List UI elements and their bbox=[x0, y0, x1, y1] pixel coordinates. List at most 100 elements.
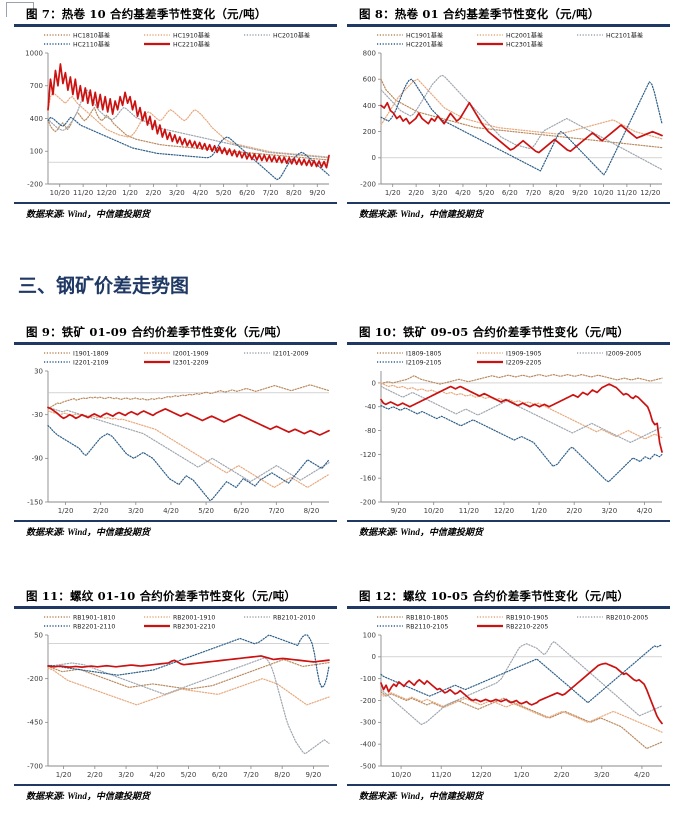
svg-text:9/20: 9/20 bbox=[306, 771, 322, 779]
svg-text:4/20: 4/20 bbox=[192, 189, 208, 197]
svg-text:4/20: 4/20 bbox=[634, 771, 650, 779]
svg-text:-200: -200 bbox=[27, 180, 43, 188]
figure-chart-10: -200 -160 -120 -80 -40 0 9/20 10/20 11/20 12/20 1/… bbox=[347, 344, 670, 520]
svg-text:-400: -400 bbox=[360, 740, 376, 748]
svg-text:11/20: 11/20 bbox=[617, 189, 637, 197]
svg-text:RB2001-1910: RB2001-1910 bbox=[173, 614, 215, 621]
svg-text:I1901-1809: I1901-1809 bbox=[73, 350, 109, 357]
svg-text:HC2101基差: HC2101基差 bbox=[606, 31, 643, 39]
svg-text:-160: -160 bbox=[360, 474, 376, 482]
svg-text:11/20: 11/20 bbox=[73, 189, 93, 197]
svg-text:8/20: 8/20 bbox=[304, 507, 320, 515]
svg-text:-100: -100 bbox=[360, 675, 376, 683]
svg-text:RB1901-1810: RB1901-1810 bbox=[73, 614, 115, 621]
svg-text:I2109-2105: I2109-2105 bbox=[406, 359, 442, 366]
figure-rule-12 bbox=[347, 606, 670, 609]
figure-rule-bottom-10 bbox=[347, 519, 670, 522]
figure-source-10: 数据来源: Wind，中信建投期货 bbox=[359, 526, 483, 537]
figure-title-8: 图 8：热卷 01 合约基差季节性变化（元/吨） bbox=[359, 7, 600, 21]
svg-text:4/20: 4/20 bbox=[455, 189, 471, 197]
figure-panel-8: 图 8：热卷 01 合约基差季节性变化（元/吨） -200 0 200 400 600 8… bbox=[347, 6, 670, 220]
figure-panel-7: 图 7：热卷 10 合约基差季节性变化（元/吨） -200 100 400 700 10… bbox=[14, 6, 337, 220]
svg-text:3/20: 3/20 bbox=[594, 771, 610, 779]
svg-text:-150: -150 bbox=[27, 498, 43, 506]
figure-chart-8: -200 0 200 400 600 800 1/20 2/20 3/20 4/20 5/20 6/2… bbox=[347, 26, 670, 202]
figure-chart-12: -500 -400 -300 -200 -100 0 100 10/20 11/20 12/20 1… bbox=[347, 608, 670, 784]
figure-panel-9: 图 9：铁矿 01-09 合约价差季节性变化（元/吨） -150 -90 -30 30… bbox=[14, 324, 337, 538]
svg-text:12/20: 12/20 bbox=[471, 771, 491, 779]
svg-text:12/20: 12/20 bbox=[96, 189, 116, 197]
svg-text:3/20: 3/20 bbox=[432, 189, 448, 197]
svg-text:1/20: 1/20 bbox=[385, 189, 401, 197]
svg-text:5/20: 5/20 bbox=[181, 771, 197, 779]
svg-text:6/20: 6/20 bbox=[233, 507, 249, 515]
svg-text:RB2201-2110: RB2201-2110 bbox=[73, 623, 115, 630]
figure-title-12: 图 12：螺纹 10-05 合约价差季节性变化（元/吨） bbox=[359, 589, 630, 603]
svg-text:9/20: 9/20 bbox=[391, 507, 407, 515]
svg-text:12/20: 12/20 bbox=[640, 189, 660, 197]
svg-text:2/20: 2/20 bbox=[146, 189, 162, 197]
svg-text:RB2110-2105: RB2110-2105 bbox=[406, 623, 448, 630]
svg-text:11/20: 11/20 bbox=[431, 771, 451, 779]
svg-text:100: 100 bbox=[363, 631, 376, 639]
svg-text:4/20: 4/20 bbox=[637, 507, 653, 515]
figure-rule-9 bbox=[14, 342, 337, 345]
figure-panel-10: 图 10：铁矿 09-05 合约价差季节性变化（元/吨） -200 -160 -12… bbox=[347, 324, 670, 538]
svg-text:HC2110基差: HC2110基差 bbox=[73, 40, 110, 48]
svg-text:0: 0 bbox=[372, 653, 376, 661]
svg-text:7/20: 7/20 bbox=[268, 507, 284, 515]
svg-text:2/20: 2/20 bbox=[408, 189, 424, 197]
svg-text:2/20: 2/20 bbox=[566, 507, 582, 515]
svg-text:7/20: 7/20 bbox=[263, 189, 279, 197]
svg-text:-300: -300 bbox=[360, 718, 376, 726]
svg-text:6/20: 6/20 bbox=[502, 189, 518, 197]
figure-rule-bottom-12 bbox=[347, 783, 670, 786]
svg-text:8/20: 8/20 bbox=[549, 189, 565, 197]
figure-rule-10 bbox=[347, 342, 670, 345]
section-heading: 三、钢矿价差走势图 bbox=[18, 275, 190, 297]
svg-text:10/20: 10/20 bbox=[50, 189, 70, 197]
svg-text:10/20: 10/20 bbox=[424, 507, 444, 515]
svg-text:6/20: 6/20 bbox=[212, 771, 228, 779]
svg-text:7/20: 7/20 bbox=[243, 771, 259, 779]
svg-text:1/20: 1/20 bbox=[531, 507, 547, 515]
svg-text:-30: -30 bbox=[32, 411, 43, 419]
svg-text:-700: -700 bbox=[27, 762, 43, 770]
svg-text:1/20: 1/20 bbox=[514, 771, 530, 779]
svg-text:3/20: 3/20 bbox=[118, 771, 134, 779]
svg-text:10/20: 10/20 bbox=[593, 189, 613, 197]
svg-text:4/20: 4/20 bbox=[163, 507, 179, 515]
svg-text:-120: -120 bbox=[360, 450, 376, 458]
svg-text:200: 200 bbox=[363, 128, 376, 136]
svg-text:0: 0 bbox=[372, 154, 376, 162]
svg-text:9/20: 9/20 bbox=[309, 189, 325, 197]
svg-text:HC2201基差: HC2201基差 bbox=[406, 40, 443, 48]
svg-text:400: 400 bbox=[363, 101, 376, 109]
svg-text:I1909-1905: I1909-1905 bbox=[506, 350, 542, 357]
svg-text:-200: -200 bbox=[27, 675, 43, 683]
svg-text:800: 800 bbox=[363, 49, 376, 57]
svg-text:5/20: 5/20 bbox=[479, 189, 495, 197]
figure-chart-11: -700 -450 -200 50 1/20 2/20 3/20 4/20 5/20 6/20 7/… bbox=[14, 608, 337, 784]
svg-text:1/20: 1/20 bbox=[58, 507, 74, 515]
svg-text:0: 0 bbox=[372, 379, 376, 387]
svg-text:-40: -40 bbox=[365, 403, 376, 411]
svg-text:HC2210基差: HC2210基差 bbox=[173, 40, 210, 48]
svg-text:10/20: 10/20 bbox=[391, 771, 411, 779]
figure-panel-12: 图 12：螺纹 10-05 合约价差季节性变化（元/吨） -500 -400 -30… bbox=[347, 588, 670, 802]
svg-text:HC2001基差: HC2001基差 bbox=[506, 31, 543, 39]
svg-text:1/20: 1/20 bbox=[122, 189, 138, 197]
figure-chart-9: -150 -90 -30 30 1/20 2/20 3/20 4/20 5/20 6/20 7/20… bbox=[14, 344, 337, 520]
figure-source-8: 数据来源: Wind，中信建投期货 bbox=[359, 208, 483, 219]
page-corner-mark bbox=[6, 2, 34, 17]
figure-panel-11: 图 11：螺纹 01-10 合约价差季节性变化（元/吨） -700 -450 -20… bbox=[14, 588, 337, 802]
figure-source-11: 数据来源: Wind，中信建投期货 bbox=[26, 790, 150, 801]
svg-text:RB2101-2010: RB2101-2010 bbox=[273, 614, 315, 621]
svg-text:1000: 1000 bbox=[25, 49, 43, 57]
svg-text:I2101-2009: I2101-2009 bbox=[273, 350, 309, 357]
svg-text:12/20: 12/20 bbox=[494, 507, 514, 515]
figure-title-9: 图 9：铁矿 01-09 合约价差季节性变化（元/吨） bbox=[26, 325, 288, 339]
svg-text:RB1910-1905: RB1910-1905 bbox=[506, 614, 548, 621]
figure-rule-bottom-8 bbox=[347, 201, 670, 204]
svg-text:I2009-2005: I2009-2005 bbox=[606, 350, 642, 357]
